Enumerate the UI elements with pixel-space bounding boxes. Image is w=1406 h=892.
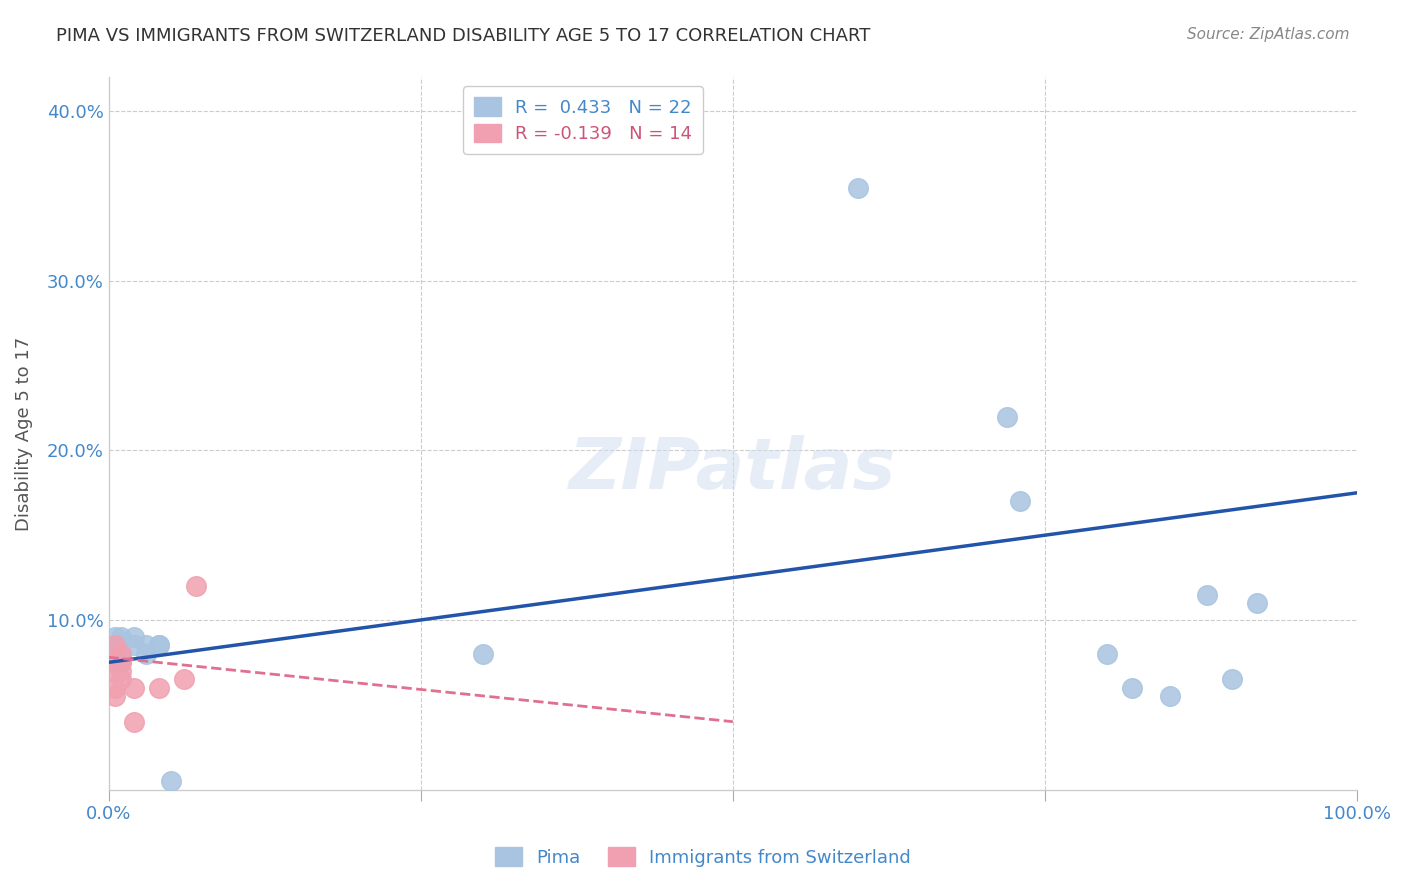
Point	[846, 180, 869, 194]
Point	[122, 681, 145, 695]
Legend: Pima, Immigrants from Switzerland: Pima, Immigrants from Switzerland	[488, 840, 918, 874]
Point	[110, 647, 132, 661]
Point	[110, 647, 132, 661]
Point	[110, 656, 132, 670]
Point	[160, 774, 183, 789]
Point	[110, 664, 132, 678]
Legend: R =  0.433   N = 22, R = -0.139   N = 14: R = 0.433 N = 22, R = -0.139 N = 14	[463, 87, 703, 154]
Point	[104, 639, 127, 653]
Point	[110, 656, 132, 670]
Point	[110, 630, 132, 644]
Point	[148, 681, 170, 695]
Point	[122, 630, 145, 644]
Text: PIMA VS IMMIGRANTS FROM SWITZERLAND DISABILITY AGE 5 TO 17 CORRELATION CHART: PIMA VS IMMIGRANTS FROM SWITZERLAND DISA…	[56, 27, 870, 45]
Point	[997, 409, 1019, 424]
Point	[104, 656, 127, 670]
Text: ZIPatlas: ZIPatlas	[569, 434, 897, 504]
Point	[148, 639, 170, 653]
Point	[1097, 647, 1119, 661]
Point	[104, 630, 127, 644]
Point	[104, 639, 127, 653]
Point	[110, 673, 132, 687]
Point	[1159, 690, 1181, 704]
Point	[104, 690, 127, 704]
Point	[148, 639, 170, 653]
Point	[1197, 588, 1219, 602]
Point	[184, 579, 207, 593]
Point	[472, 647, 495, 661]
Point	[173, 673, 195, 687]
Point	[135, 639, 157, 653]
Text: Source: ZipAtlas.com: Source: ZipAtlas.com	[1187, 27, 1350, 42]
Point	[1121, 681, 1143, 695]
Point	[1246, 596, 1268, 610]
Point	[104, 681, 127, 695]
Point	[1220, 673, 1243, 687]
Point	[135, 647, 157, 661]
Point	[122, 639, 145, 653]
Point	[104, 664, 127, 678]
Y-axis label: Disability Age 5 to 17: Disability Age 5 to 17	[15, 336, 32, 531]
Point	[122, 714, 145, 729]
Point	[1008, 494, 1031, 508]
